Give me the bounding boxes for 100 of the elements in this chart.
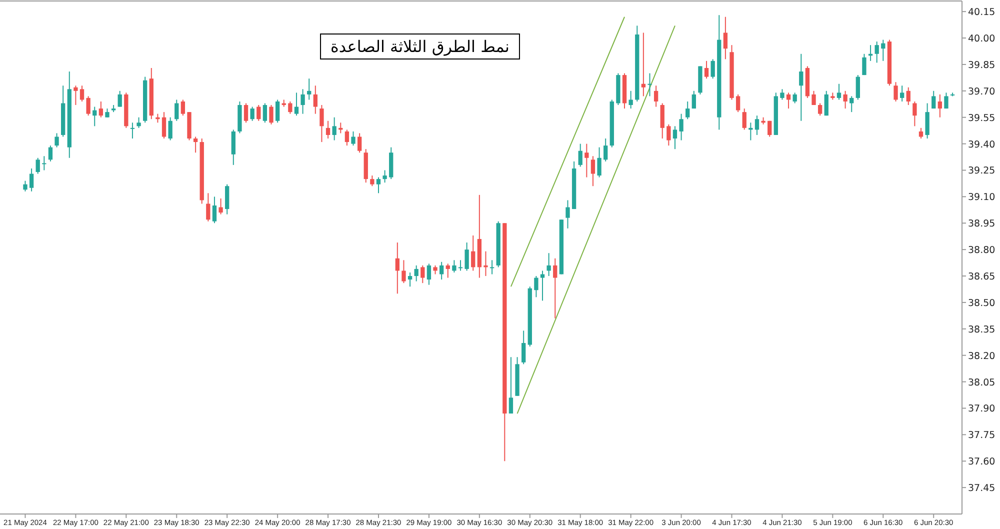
candlestick — [426, 263, 432, 286]
candlestick — [894, 82, 898, 102]
candlestick — [578, 143, 582, 168]
candlestick — [250, 106, 254, 122]
candlestick — [944, 92, 948, 110]
candlestick — [206, 192, 210, 222]
candlestick — [932, 90, 936, 110]
y-tick-label: 38.05 — [968, 377, 996, 388]
candlestick — [320, 104, 324, 143]
candlestick — [566, 200, 570, 229]
candlestick — [344, 129, 350, 146]
candlestick — [660, 102, 664, 140]
candlestick — [648, 72, 652, 97]
candlestick — [256, 104, 261, 122]
candlestick — [420, 264, 425, 284]
y-tick-label: 38.35 — [968, 324, 996, 336]
candlestick — [351, 130, 356, 146]
candlestick — [74, 85, 78, 106]
candlestick — [874, 41, 879, 64]
candlestick — [604, 138, 608, 162]
candlestick — [98, 100, 104, 118]
candlestick — [723, 16, 728, 60]
y-tick-label: 38.80 — [968, 245, 996, 256]
candlestick — [856, 74, 860, 100]
candlestick — [686, 100, 690, 120]
y-tick-label: 39.40 — [968, 139, 996, 150]
candlestick — [218, 198, 223, 215]
candlestick — [780, 88, 784, 100]
y-tick-label: 38.95 — [968, 218, 996, 230]
candlestick — [553, 258, 558, 319]
y-tick-label: 37.60 — [968, 456, 996, 468]
candlestick — [307, 78, 312, 100]
candlestick — [288, 100, 292, 114]
candlestick — [628, 90, 633, 110]
y-tick-label: 39.25 — [968, 166, 996, 177]
candlestick — [269, 104, 274, 125]
candlestick — [180, 99, 186, 116]
candlestick — [906, 86, 910, 106]
y-tick-label: 39.70 — [968, 86, 996, 98]
candlestick — [446, 263, 450, 278]
candlestick — [471, 234, 476, 272]
candlestick — [36, 157, 40, 174]
candlestick — [900, 85, 904, 102]
candlestick — [710, 58, 715, 80]
candlestick — [326, 120, 330, 140]
candlestick — [395, 242, 400, 294]
candlestick — [799, 53, 804, 122]
candlestick — [376, 176, 381, 194]
candlestick — [508, 356, 514, 414]
candlestick — [402, 260, 406, 284]
candlestick — [754, 115, 760, 136]
candlestick — [136, 116, 141, 128]
candlestick — [275, 99, 280, 124]
candlestick — [692, 90, 696, 110]
candlestick — [92, 106, 97, 127]
candlestick — [174, 99, 179, 122]
candlestick — [666, 124, 671, 146]
candlestick — [42, 156, 46, 171]
y-tick-label: 38.20 — [968, 350, 996, 362]
candlestick — [918, 127, 924, 140]
candlestick — [522, 330, 526, 365]
candlestick — [912, 100, 917, 127]
candlestick — [862, 53, 866, 76]
candlestick — [768, 120, 772, 138]
candlestick — [736, 94, 740, 113]
y-tick-label: 37.45 — [968, 483, 996, 494]
y-tick-label: 37.90 — [968, 404, 996, 415]
candlestick — [881, 39, 886, 62]
candlestick — [262, 102, 268, 124]
y-tick-label: 40.15 — [968, 7, 996, 18]
candlestick — [193, 136, 198, 154]
candlestick — [48, 145, 53, 162]
candlestick — [294, 92, 299, 116]
candlestick — [300, 88, 305, 114]
candlestick — [938, 94, 942, 118]
y-tick-label: 38.65 — [968, 272, 996, 283]
y-tick-label: 40.00 — [968, 34, 996, 45]
candlestick — [590, 156, 596, 187]
candlestick — [792, 92, 797, 104]
candlestick — [244, 102, 248, 124]
y-tick-label: 37.75 — [968, 430, 996, 442]
candlestick — [162, 112, 166, 140]
candlestick — [925, 102, 930, 140]
candlestick — [584, 143, 589, 178]
candlestick — [357, 132, 362, 154]
candlestick — [408, 272, 412, 288]
candlestick — [452, 260, 456, 273]
y-tick-label: 39.85 — [968, 60, 996, 71]
y-tick-label: 39.10 — [968, 192, 996, 204]
candlestick — [641, 32, 646, 97]
candlestick — [382, 170, 387, 184]
candlestick — [540, 270, 545, 302]
candlestick — [836, 83, 842, 100]
candlestick — [86, 96, 90, 116]
candlestick — [225, 184, 230, 215]
candlestick — [546, 252, 551, 277]
candlestick — [597, 146, 602, 178]
candlestick — [672, 126, 678, 150]
candlestick — [414, 264, 418, 282]
candlestick — [786, 92, 791, 110]
